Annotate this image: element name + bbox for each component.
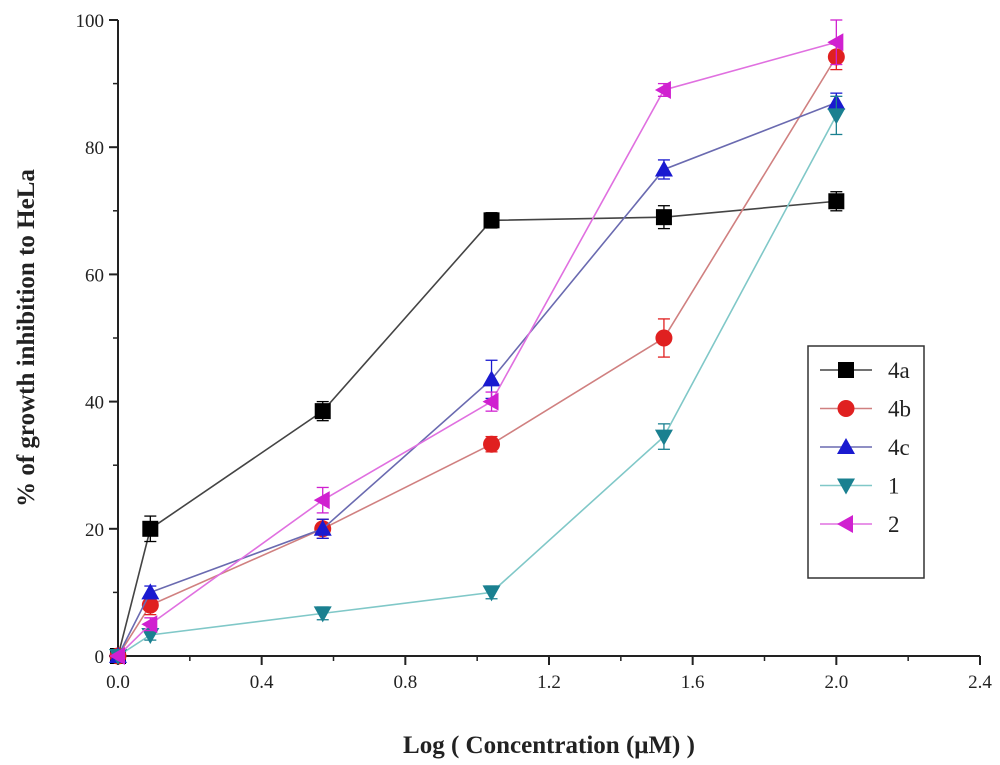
x-tick-label: 0.4 — [250, 672, 274, 693]
data-point — [141, 615, 158, 634]
y-tick-label: 100 — [76, 11, 105, 32]
series-line — [117, 41, 837, 657]
data-point — [655, 329, 673, 347]
data-point — [827, 33, 844, 52]
series-line — [117, 101, 837, 657]
y-tick-label: 20 — [85, 520, 104, 541]
data-point — [827, 108, 846, 125]
x-tick-label: 0.0 — [106, 672, 130, 693]
y-axis-title: % of growth inhibition to HeLa — [13, 169, 40, 507]
legend-marker — [838, 362, 854, 378]
data-point — [482, 585, 501, 602]
series-line — [117, 115, 838, 657]
series-4a — [110, 191, 845, 664]
series-1 — [109, 95, 846, 665]
data-point — [109, 647, 125, 665]
legend-marker — [837, 438, 855, 454]
axes: 0.0 0.4 0.8 1.2 1.6 2.0 2.4 0 20 40 60 80 100 — [76, 11, 993, 693]
data-point — [483, 435, 501, 453]
y-tick-label: 80 — [85, 138, 104, 159]
legend-label: 4c — [888, 435, 910, 460]
series-4c — [109, 92, 846, 663]
legend-marker — [837, 478, 855, 495]
data-point — [313, 606, 332, 623]
legend-label: 4a — [888, 358, 910, 383]
series-layer — [109, 19, 846, 665]
legend-label: 4b — [888, 397, 911, 422]
x-tick-label: 1.6 — [681, 672, 705, 693]
data-point — [655, 209, 672, 226]
data-point — [483, 212, 500, 229]
x-tick-label: 2.4 — [968, 672, 992, 693]
legend-label: 1 — [888, 474, 900, 499]
legend: 4a 4b 4c 1 2 — [807, 345, 925, 579]
legend-marker — [837, 400, 855, 417]
data-point — [482, 370, 501, 387]
series-line — [117, 56, 838, 657]
y-tick-label: 40 — [85, 393, 104, 414]
data-point — [314, 403, 331, 420]
y-tick-label: 0 — [95, 647, 105, 668]
series-line — [117, 200, 837, 657]
y-tick-label: 60 — [85, 265, 104, 286]
data-point — [828, 193, 845, 210]
data-point — [654, 429, 673, 446]
data-point — [141, 628, 160, 645]
data-point — [313, 491, 330, 510]
series-2 — [109, 19, 844, 665]
data-point — [313, 519, 332, 536]
x-tick-label: 2.0 — [824, 672, 848, 693]
x-tick-label: 0.8 — [393, 672, 417, 693]
series-4b — [109, 43, 845, 665]
data-point — [654, 160, 673, 177]
data-point — [141, 583, 160, 600]
data-point — [142, 520, 159, 537]
x-axis-title: Log ( Concentration (μM) ) — [403, 732, 695, 759]
legend-marker — [837, 515, 853, 533]
data-point — [654, 80, 671, 99]
data-point — [482, 392, 499, 411]
legend-label: 2 — [888, 512, 900, 537]
x-tick-label: 1.2 — [537, 672, 561, 693]
legend-box — [807, 345, 925, 579]
